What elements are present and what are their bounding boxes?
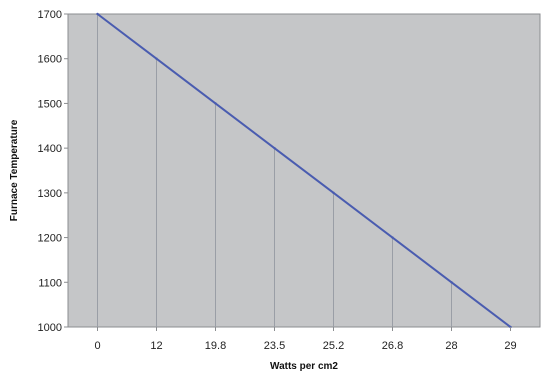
data-point <box>450 281 453 284</box>
data-point <box>273 146 276 150</box>
x-tick-label: 26.8 <box>382 340 403 352</box>
x-tick-label: 0 <box>94 340 100 352</box>
x-axis-ticks: 0 12 19.8 23.5 25.2 26.8 28 29 <box>94 327 517 352</box>
data-point <box>155 57 158 60</box>
x-axis-label: Watts per cm2 <box>270 361 338 372</box>
x-tick-label: 25.2 <box>323 340 344 352</box>
y-tick-label: 1200 <box>38 233 62 245</box>
x-tick-label: 12 <box>150 340 162 352</box>
y-tick-label: 1100 <box>38 277 62 289</box>
y-axis-label: Furnace Temperature <box>9 119 20 221</box>
drop-lines <box>97 14 452 327</box>
x-tick-label: 23.5 <box>264 340 285 352</box>
data-point <box>332 191 335 195</box>
x-tick-label: 29 <box>504 340 516 352</box>
x-tick-label: 19.8 <box>205 340 226 352</box>
y-tick-label: 1300 <box>38 188 62 200</box>
series-line-layer <box>96 12 512 329</box>
data-point <box>214 102 217 105</box>
y-tick-label: 1500 <box>38 98 62 110</box>
x-tick-label: 28 <box>445 340 457 352</box>
y-tick-label: 1000 <box>38 322 62 334</box>
data-point <box>96 12 99 16</box>
data-point <box>391 236 394 239</box>
y-axis-ticks: 1000 1100 1200 1300 1400 1500 1600 1700 <box>38 9 68 334</box>
y-tick-label: 1400 <box>38 143 62 155</box>
y-tick-label: 1700 <box>38 9 62 21</box>
series-line <box>96 13 512 328</box>
y-tick-label: 1600 <box>38 54 62 66</box>
